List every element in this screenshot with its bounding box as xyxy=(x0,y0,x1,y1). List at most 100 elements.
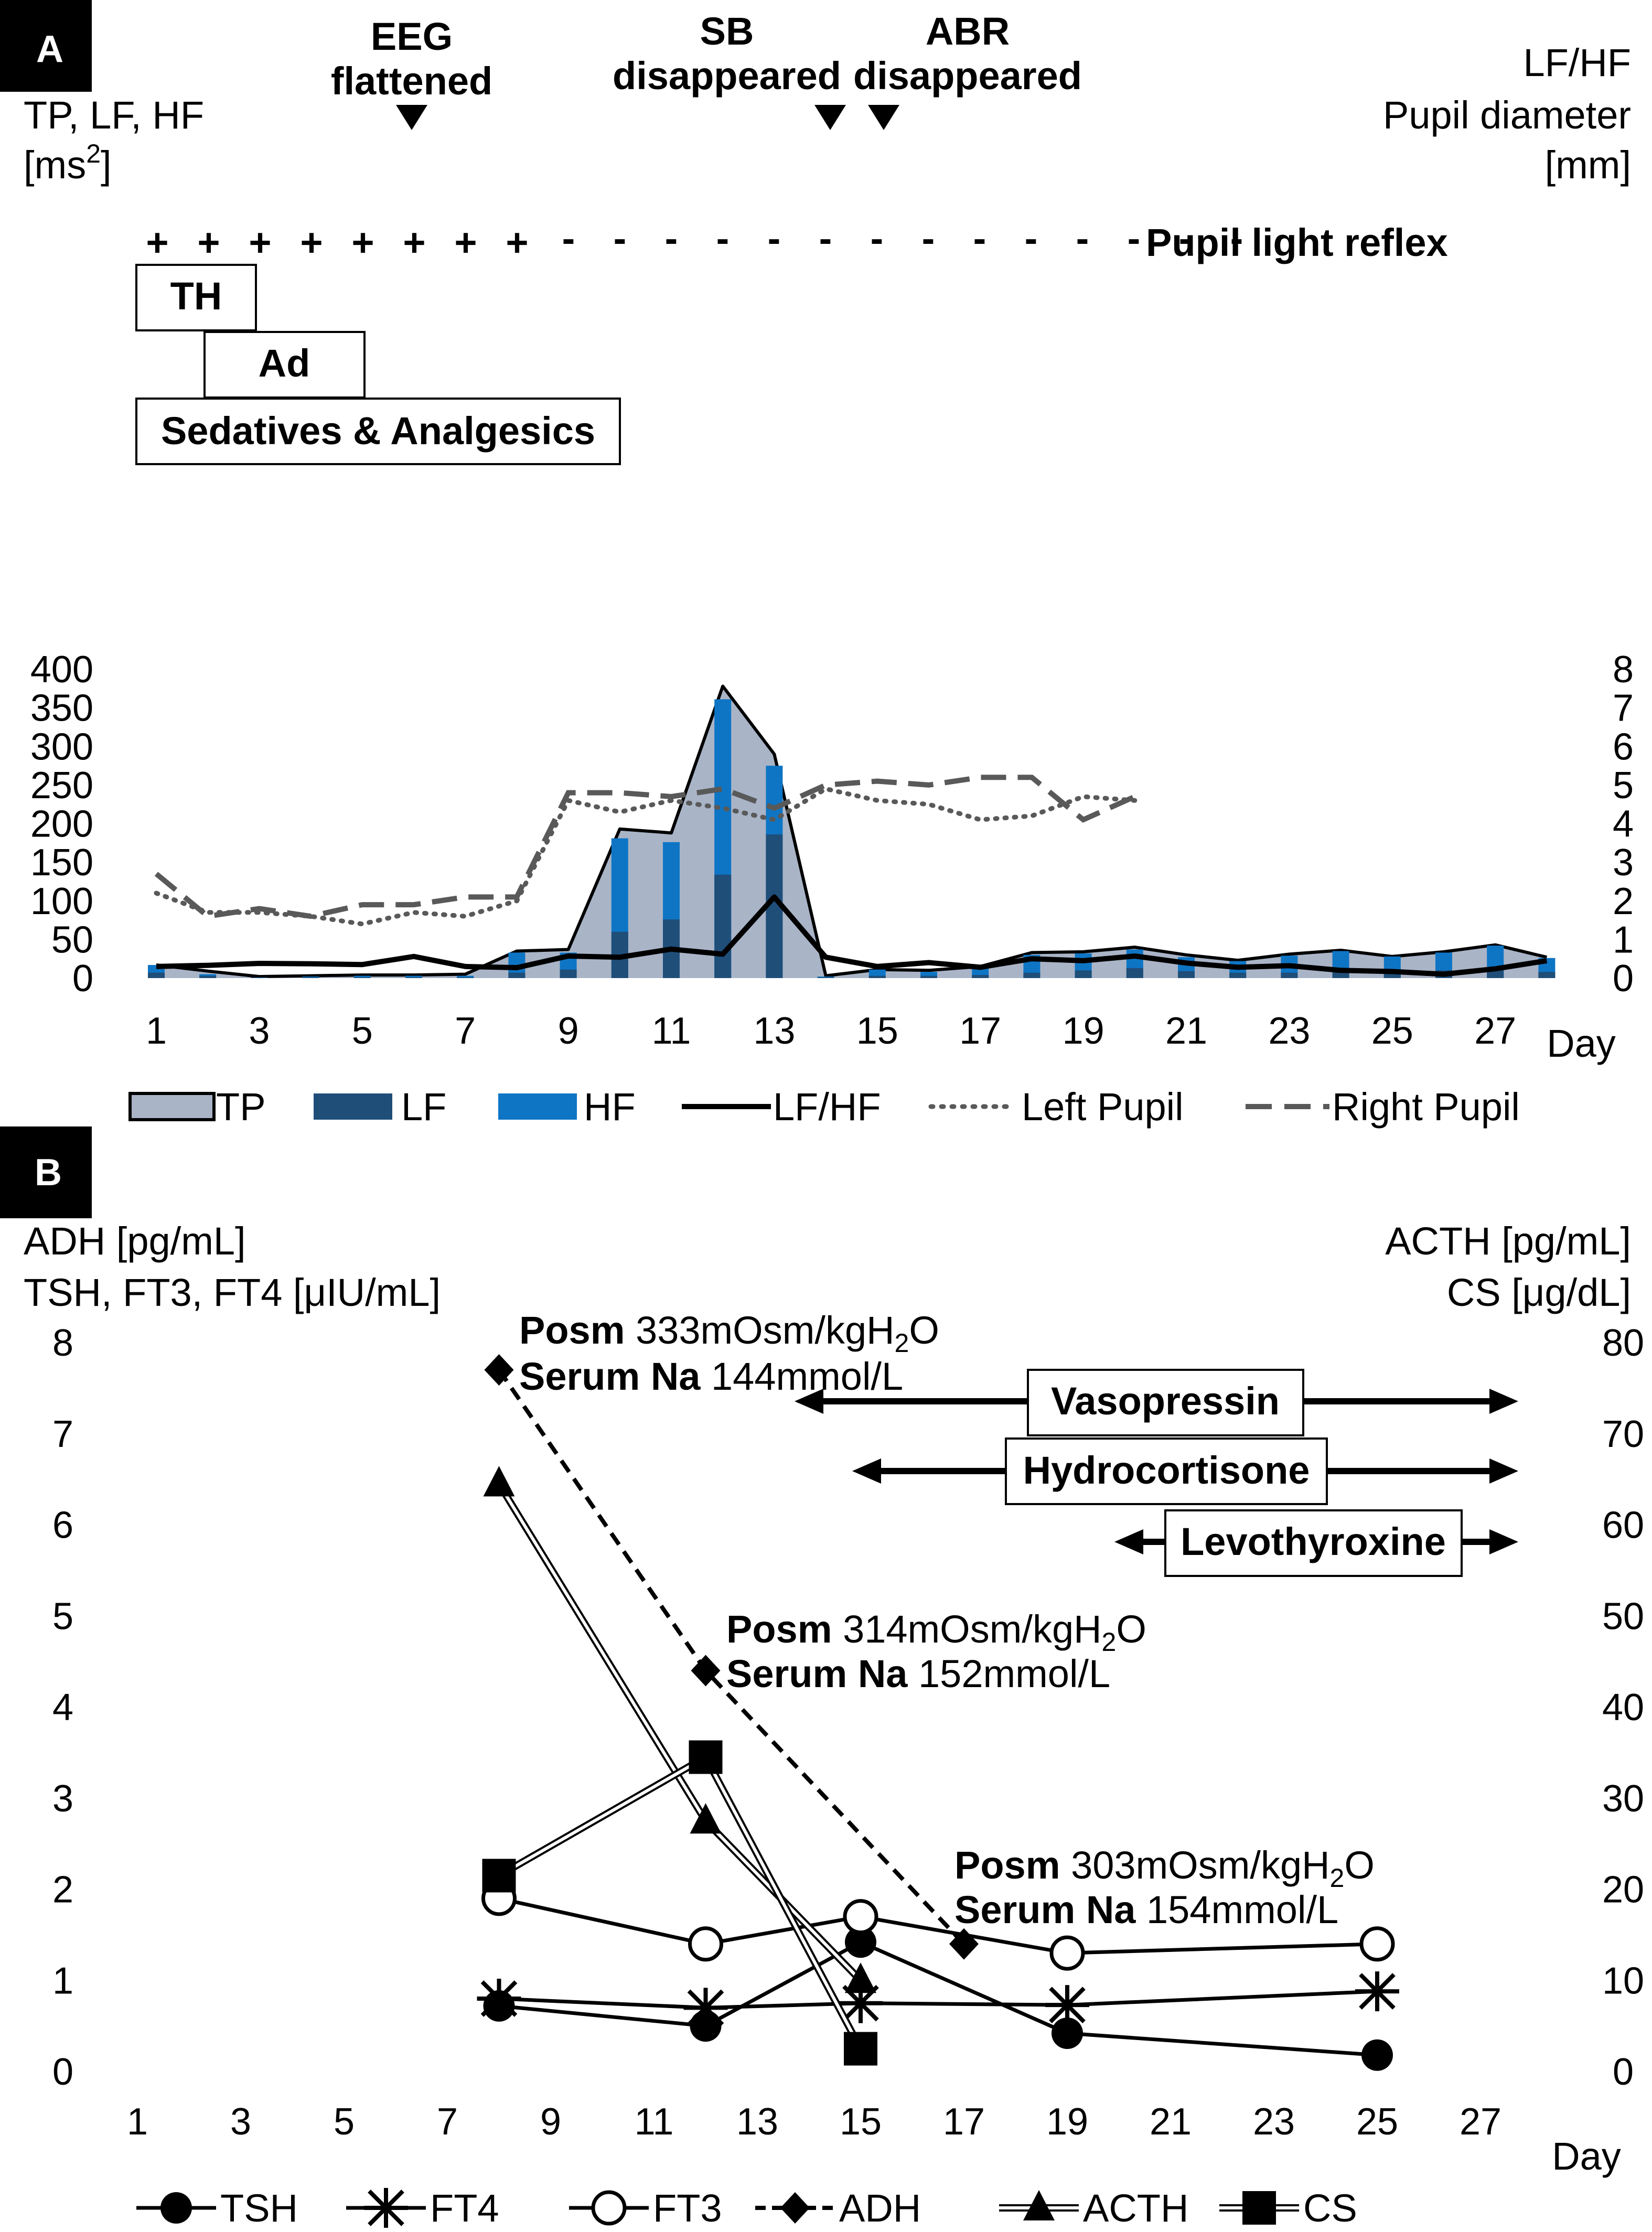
vasopressin-label: Vasopressin xyxy=(1051,1379,1280,1423)
left-pupil-line xyxy=(154,786,1138,927)
b-y-right-tick-30: 30 xyxy=(1602,1778,1644,1820)
lf-bar-day-14 xyxy=(817,977,834,978)
panel-a: A TP, LF, HF [ms2] LF/HF Pupil diameter … xyxy=(0,0,1634,1129)
lf-bar-day-15 xyxy=(868,975,886,978)
pupil-light-reflex-row: + + + + + + + + - - - - - - - - - - - - - - xyxy=(146,217,1243,264)
b-x-tick-23: 23 xyxy=(1253,2101,1295,2143)
b-x-tick-13: 13 xyxy=(736,2101,778,2143)
abr-marker-icon xyxy=(868,105,899,130)
sb-marker-icon xyxy=(814,105,846,130)
reflex-sign-15: - xyxy=(871,217,884,260)
eeg-label-1: EEG xyxy=(371,15,453,58)
b-y-right-tick-20: 20 xyxy=(1602,1869,1644,1911)
osm-1-posm-value: 333mOsm/kgH xyxy=(636,1308,894,1352)
legend-hf-label: HF xyxy=(584,1085,636,1129)
ft4-point-day-19 xyxy=(1045,1985,1089,2025)
acth-point-day-8 xyxy=(483,1466,515,1497)
a-x-tick-7: 7 xyxy=(455,1010,476,1052)
b-x-tick-25: 25 xyxy=(1356,2101,1398,2143)
b-y-left-tick-6: 6 xyxy=(52,1505,73,1547)
lf-bar-day-9 xyxy=(560,969,577,978)
b-y-right-title-2: CS [μg/dL] xyxy=(1447,1271,1631,1314)
vasopressin-box xyxy=(1027,1369,1304,1436)
a-y-right-tick-2: 2 xyxy=(1613,881,1634,922)
reflex-sign-5: + xyxy=(351,221,374,264)
b-x-tick-27: 27 xyxy=(1460,2101,1501,2143)
b-y-right-tick-60: 60 xyxy=(1602,1505,1644,1547)
reflex-sign-2: + xyxy=(197,221,220,264)
reflex-sign-14: - xyxy=(819,217,832,260)
b-y-left-tick-3: 3 xyxy=(52,1778,73,1820)
a-x-tick-1: 1 xyxy=(146,1010,167,1052)
cs-point-day-12 xyxy=(689,1740,723,1774)
b-y-left-tick-7: 7 xyxy=(52,1413,73,1455)
panel-b-label: B xyxy=(35,1152,62,1194)
osm-1-posm-sub: 2 xyxy=(895,1328,909,1358)
legend-lf: LF xyxy=(314,1085,446,1129)
a-x-tick-9: 9 xyxy=(558,1010,579,1052)
osm-3-posm-value: 303mOsm/kgH xyxy=(1071,1843,1329,1887)
hf-bar-day-5 xyxy=(353,975,371,978)
a-legend: TP LF HF LF/HF Left Pupil Right Pupil xyxy=(128,1085,1520,1129)
a-x-tick-3: 3 xyxy=(249,1010,270,1052)
a-y-left-tick-400: 400 xyxy=(30,649,93,691)
treatment-ad-label: Ad xyxy=(259,341,310,385)
a-y-left-tick-50: 50 xyxy=(51,919,93,961)
b-y-right-title-1: ACTH [pg/mL] xyxy=(1385,1219,1631,1263)
adh-point-day-12 xyxy=(691,1655,721,1687)
lf-bar-day-20 xyxy=(1126,968,1143,978)
a-x-tick-21: 21 xyxy=(1165,1010,1207,1052)
osm-2-na-value: 152mmol/L xyxy=(918,1652,1110,1696)
vasopressin-arrow-right-head xyxy=(1489,1389,1518,1414)
b-y-left-tick-0: 0 xyxy=(52,2051,73,2093)
hydrocortisone-label: Hydrocortisone xyxy=(1023,1448,1310,1492)
reflex-sign-18: - xyxy=(1025,217,1038,260)
adh-point-day-17 xyxy=(949,1928,979,1960)
legend-lfhf-label: LF/HF xyxy=(773,1085,881,1129)
acth-line xyxy=(496,1482,864,1983)
vasopressin-arrow-left-head xyxy=(795,1389,823,1414)
hf-bar-day-6 xyxy=(405,975,422,978)
treatment-th-box xyxy=(135,264,257,331)
a-x-title: Day xyxy=(1547,1022,1616,1065)
b-y-right-tick-40: 40 xyxy=(1602,1687,1644,1729)
a-y-right-tick-4: 4 xyxy=(1613,803,1634,845)
lf-bar-day-24 xyxy=(1332,972,1349,978)
a-x-tick-15: 15 xyxy=(856,1010,898,1052)
a-y-right-tick-5: 5 xyxy=(1613,765,1634,807)
tp-outline xyxy=(156,684,1548,979)
ft3-point-day-12 xyxy=(688,1926,723,1962)
lf-bar-day-5 xyxy=(353,977,371,978)
lf-bar-day-25 xyxy=(1383,972,1401,978)
lf-bar-day-23 xyxy=(1281,972,1298,978)
reflex-sign-7: + xyxy=(454,221,477,264)
b-x-tick-1: 1 xyxy=(127,2101,148,2143)
osm-2-posm-sub: 2 xyxy=(1102,1627,1117,1657)
reflex-sign-17: - xyxy=(973,217,986,260)
a-plot-area xyxy=(148,684,1556,979)
treatment-sedatives-label: Sedatives & Analgesics xyxy=(161,409,595,453)
lf-bar-day-21 xyxy=(1178,971,1195,978)
a-y-left-title-1: TP, LF, HF xyxy=(24,93,204,137)
a-y-right-tick-1: 1 xyxy=(1613,919,1634,961)
ft4-point-day-25 xyxy=(1355,1971,1399,2012)
legend-adh-label: ADH xyxy=(839,2186,921,2229)
a-y-left-tick-0: 0 xyxy=(72,958,93,1000)
reflex-sign-20: - xyxy=(1128,217,1141,260)
panel-b: B ADH [pg/mL] TSH, FT3, FT4 [μIU/mL] ACT… xyxy=(0,1126,1644,2230)
ft4-line xyxy=(499,1989,1378,2010)
levothyroxine-arrow-right-head xyxy=(1489,1529,1518,1554)
reflex-sign-11: - xyxy=(665,217,678,260)
pupil-light-reflex-label: Pupil light reflex xyxy=(1146,221,1448,264)
a-y-right-tick-6: 6 xyxy=(1613,726,1634,768)
treatment-sedatives-box xyxy=(135,398,621,465)
legend-tp-label: TP xyxy=(216,1085,266,1129)
abr-label-1: ABR xyxy=(926,9,1010,53)
osm-annotation-3-na: Serum Na 154mmol/L xyxy=(954,1888,1338,1931)
a-x-tick-11: 11 xyxy=(652,1010,691,1052)
reflex-sign-6: + xyxy=(403,221,425,264)
ft4-series xyxy=(477,1971,1399,2028)
legend-cs-marker xyxy=(1242,2191,1276,2225)
